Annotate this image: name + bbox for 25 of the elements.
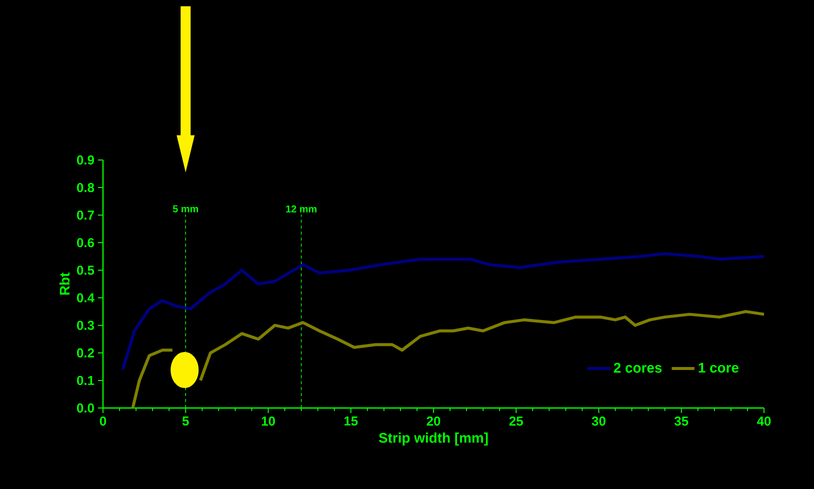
y-tick-label: 0.5 [76, 266, 94, 275]
y-tick-label: 0.1 [76, 376, 94, 386]
x-tick-label: 30 [592, 416, 606, 426]
x-tick-label: 40 [757, 416, 771, 426]
y-tick-label: 0.6 [76, 238, 94, 248]
y-tick-label: 0.3 [76, 320, 94, 330]
x-axis-title: Strip width [mm] [378, 432, 488, 446]
x-tick-label: 15 [344, 416, 358, 426]
x-tick-label: 0 [100, 416, 106, 426]
y-tick-label: 0.9 [76, 155, 94, 165]
y-axis-title: Rbt [59, 272, 70, 295]
y-tick-label: 0.7 [76, 210, 94, 220]
y-tick-label: 0.8 [76, 182, 94, 192]
y-tick-label: 0.0 [76, 403, 94, 413]
x-tick-label: 20 [426, 416, 440, 426]
y-tick-label: 0.4 [76, 293, 94, 302]
x-tick-label: 10 [262, 416, 275, 426]
y-tick-label: 0.2 [76, 348, 94, 358]
legend-label: 1 core [698, 362, 739, 373]
x-tick-label: 25 [509, 416, 523, 426]
ref-line-label: 12 mm [286, 205, 316, 212]
legend-label: 2 cores [614, 362, 662, 373]
x-tick-label: 35 [674, 416, 688, 426]
ref-line-label: 5 mm [172, 205, 198, 212]
x-tick-label: 5 [182, 416, 189, 426]
